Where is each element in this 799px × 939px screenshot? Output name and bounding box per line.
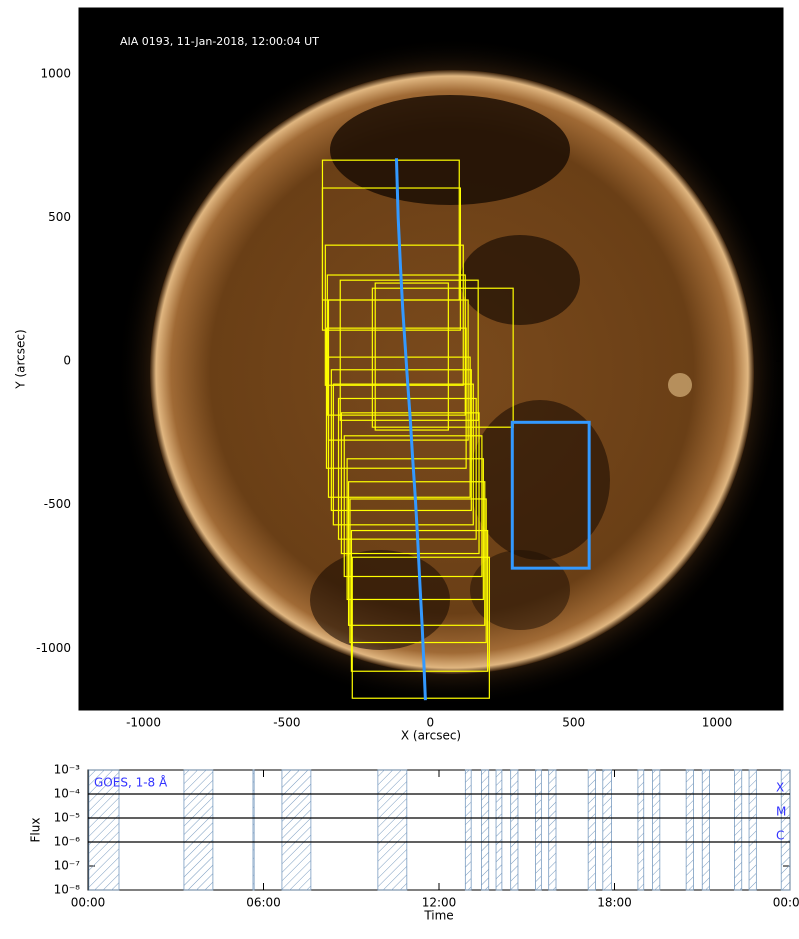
x-axis-label: X (arcsec)	[401, 729, 461, 743]
y-tick-label: -500	[44, 497, 71, 511]
interval	[535, 769, 542, 891]
fov-box	[321, 187, 461, 331]
interval	[780, 769, 791, 891]
fov-box	[350, 529, 489, 672]
interval	[548, 769, 557, 891]
interval	[377, 769, 408, 891]
y-axis-label: Y (arcsec)	[14, 329, 28, 389]
class-label: X	[776, 781, 784, 795]
y-tick-label: -1000	[36, 641, 71, 655]
slit-line	[394, 158, 427, 701]
x-tick-label: 00:00	[773, 896, 799, 910]
interval	[252, 769, 255, 891]
interval	[748, 769, 757, 891]
sun-image	[79, 8, 783, 710]
fov-box	[326, 274, 466, 416]
y-tick-label: 0	[63, 354, 71, 368]
x-tick-label: 1000	[702, 716, 733, 730]
x-axis-label: Time	[423, 909, 453, 923]
x-tick-label: 18:00	[597, 896, 632, 910]
x-tick-label: -500	[273, 716, 300, 730]
y-tick-label: 10⁻⁷	[54, 859, 81, 873]
fov-box	[332, 383, 474, 526]
plot-frame	[78, 7, 784, 711]
x-tick-label: 500	[562, 716, 585, 730]
interval	[587, 769, 596, 891]
interval	[637, 769, 645, 891]
x-tick-label: 12:00	[422, 896, 457, 910]
fov-box	[330, 369, 472, 512]
fov-box	[343, 435, 483, 578]
interval	[701, 769, 710, 891]
interval	[495, 769, 503, 891]
x-tick-label: -1000	[126, 716, 161, 730]
interval	[685, 769, 694, 891]
y-tick-label: 10⁻³	[54, 763, 81, 777]
annotation: AIA 0193, 11-Jan-2018, 12:00:04 UT	[120, 35, 319, 48]
x-tick-label: 0	[426, 716, 434, 730]
y-tick-label: 10⁻⁸	[54, 883, 81, 897]
region-box	[510, 420, 591, 570]
x-tick-label: 06:00	[246, 896, 281, 910]
fov-box	[327, 356, 471, 498]
fov-box	[347, 481, 486, 626]
interval	[464, 769, 472, 891]
interval	[183, 769, 214, 891]
fov-box	[324, 244, 464, 386]
annotation: GOES, 1-8 Å	[94, 775, 168, 790]
interval	[602, 769, 612, 891]
interval	[510, 769, 519, 891]
y-tick-label: 10⁻⁵	[54, 811, 81, 825]
interval	[734, 769, 743, 891]
y-axis-label: Flux	[29, 818, 43, 843]
interval	[281, 769, 312, 891]
y-tick-label: 1000	[40, 67, 71, 81]
interval	[88, 769, 120, 891]
interval	[481, 769, 490, 891]
class-label: M	[776, 805, 786, 819]
x-tick-label: 00:00	[71, 896, 106, 910]
class-label: C	[776, 829, 784, 843]
y-tick-label: 500	[48, 210, 71, 224]
fov-box	[346, 458, 484, 601]
y-tick-label: 10⁻⁶	[54, 835, 81, 849]
fov-box	[349, 498, 487, 644]
fov-box	[351, 556, 490, 699]
y-tick-label: 10⁻⁴	[54, 787, 81, 801]
interval	[652, 769, 661, 891]
